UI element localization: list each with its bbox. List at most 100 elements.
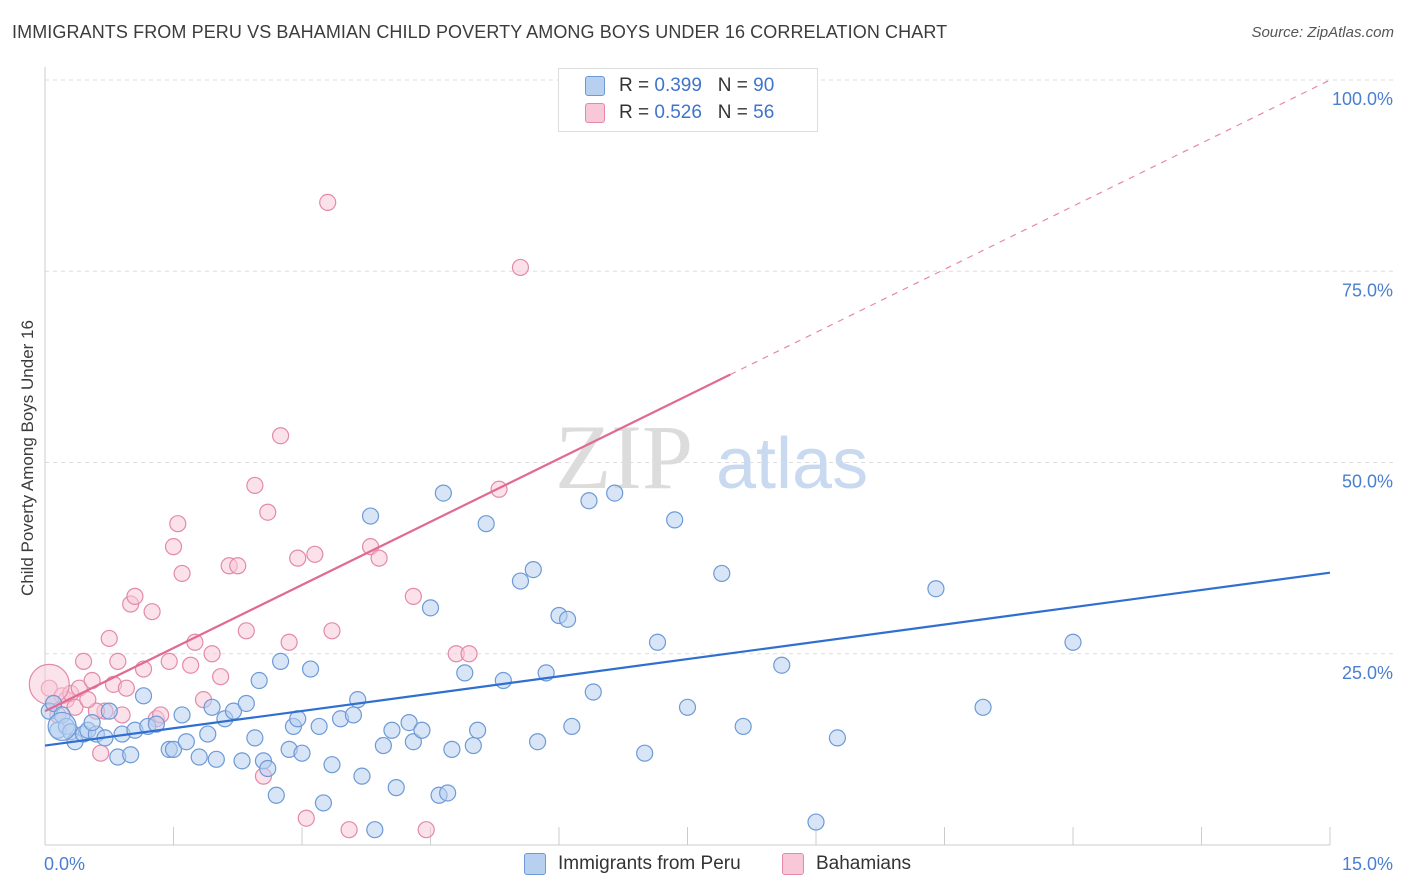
bahamians-point [66,698,84,716]
bahamians-point [117,679,135,697]
bahamians-point [109,652,127,671]
bahamians-point [280,633,298,651]
peru-point [413,721,431,739]
bahamians-point [306,545,324,563]
peru-point [443,740,461,758]
peru-point [164,740,183,758]
peru-point [246,729,264,747]
bahamians-point [74,652,93,671]
bahamians-point [203,645,221,663]
bahamians-point [79,691,97,709]
peru-point [301,660,320,678]
peru-point [387,779,405,797]
y-tick-label: 25.0% [1342,663,1393,683]
peru-point [511,572,530,590]
watermark: ZIP atlas [555,406,868,508]
peru-point [439,784,457,802]
bahamians-trend-extension [730,79,1331,376]
bottom-legend-peru[interactable]: Immigrants from Peru [524,850,741,878]
bahamians-point [126,587,144,605]
peru-point [404,733,422,751]
trend-lines [44,79,1331,747]
peru-point [974,698,992,716]
bahamians-trend-line [44,373,731,713]
peru-point [584,683,602,701]
bottom-legend-bahamians[interactable]: Bahamians [782,850,911,878]
bahamians-point [173,564,191,583]
legend-n-label: N = [717,75,754,96]
bahamians-point [417,821,435,839]
bahamians-point [404,587,422,605]
bahamians-point [259,503,277,521]
peru-point [558,610,577,628]
peru-point [344,706,362,724]
peru-point [773,656,791,674]
peru-point [177,733,195,751]
bahamians-point [297,809,315,827]
peru-point [828,729,847,747]
bottom-legend-swatch-peru [524,853,546,875]
bahamians-point [160,652,178,671]
peru-point [464,736,482,755]
bahamians-point [460,645,478,663]
peru-point [1064,633,1082,651]
bahamians-point [370,549,388,567]
peru-point [563,717,581,736]
peru-point [400,713,418,732]
tick-labels: 25.0% 50.0% 75.0% 100.0% 0.0% 15.0% [44,89,1393,874]
bahamians-point [92,744,110,762]
peru-point [434,484,452,502]
bottom-legend-label-bahamians: Bahamians [816,853,912,874]
peru-point [366,821,384,839]
legend-r-value: 0.526 [654,102,702,123]
peru-point [807,813,825,831]
bottom-legend-swatch-bahamians [782,853,804,875]
bahamians-point [229,557,247,575]
legend-swatch-bahamians [585,103,605,123]
watermark-atlas: atlas [716,424,868,504]
peru-point [207,750,225,768]
peru-point [259,759,277,778]
peru-point [469,721,487,739]
legend-text-bahamians: R = 0.526 N = 56 [619,102,774,124]
bahamians-point [323,622,341,640]
peru-point [199,725,217,743]
peru-point [353,767,371,785]
correlation-legend: R = 0.399 N = 90 R = 0.526 N = 56 [558,68,818,132]
peru-point [648,633,667,651]
bahamians-point [289,549,307,567]
peru-point [122,746,140,764]
peru-point [100,702,118,720]
peru-point [237,694,255,713]
bahamians-point [169,515,187,533]
y-tick-label: 100.0% [1332,89,1393,109]
peru-point [134,687,153,705]
x-tick-label: 0.0% [44,854,85,874]
bahamians-point [164,538,183,556]
peru-point [314,794,333,812]
peru-point [374,736,392,755]
peru-point [734,717,752,736]
peru-point [323,756,341,774]
legend-n-value: 90 [753,75,775,96]
bottom-legend-label-peru: Immigrants from Peru [558,853,741,874]
peru-point [47,711,77,742]
peru-point [383,721,401,739]
legend-swatch-peru [585,76,605,96]
peru-point [250,671,268,690]
bahamians-point [271,427,290,445]
y-tick-label: 50.0% [1342,472,1393,492]
y-tick-label: 75.0% [1342,280,1393,300]
peru-point [494,671,512,690]
source-label: Source: ZipAtlas.com [1251,24,1394,41]
bahamians-point [237,622,255,640]
bahamians-point [182,656,200,674]
peru-point [636,744,654,762]
peru-point [293,744,311,762]
legend-n-label: N = [717,102,754,123]
series-peru-points [40,484,1082,839]
peru-point [190,748,208,766]
bahamians-point [340,821,358,839]
peru-point [713,564,731,583]
